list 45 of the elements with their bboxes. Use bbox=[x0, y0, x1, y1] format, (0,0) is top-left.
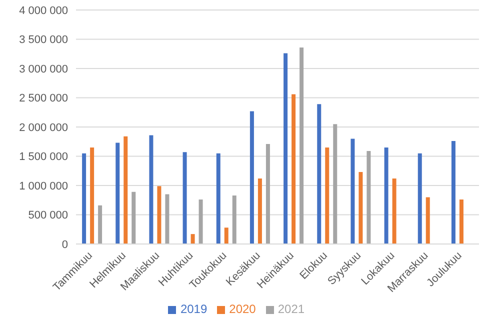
bar bbox=[98, 205, 102, 244]
y-tick-label: 500 000 bbox=[28, 210, 68, 222]
y-tick-label: 1 000 000 bbox=[19, 180, 68, 192]
bar bbox=[82, 153, 86, 244]
bar bbox=[132, 192, 136, 244]
bar bbox=[149, 135, 154, 244]
bar bbox=[198, 200, 203, 244]
bar bbox=[392, 178, 396, 244]
y-tick-label: 0 bbox=[62, 238, 68, 251]
y-tick-label: 4 000 000 bbox=[19, 4, 68, 17]
y-tick-label: 2 500 000 bbox=[19, 92, 68, 105]
y-tick-label: 3 000 000 bbox=[19, 63, 68, 76]
y-tick-label: 1 500 000 bbox=[19, 151, 68, 164]
bar bbox=[459, 200, 464, 244]
bar bbox=[250, 111, 254, 244]
bar bbox=[190, 234, 195, 244]
legend-label: 2021 bbox=[278, 302, 305, 316]
bar bbox=[333, 124, 338, 244]
bar bbox=[182, 152, 187, 244]
bar bbox=[358, 172, 363, 244]
y-tick-label: 3 500 000 bbox=[19, 34, 68, 46]
bar bbox=[90, 147, 94, 244]
bar bbox=[325, 147, 330, 244]
y-tick-label: 2 000 000 bbox=[19, 122, 68, 134]
legend-label: 2020 bbox=[229, 302, 256, 316]
bar bbox=[317, 104, 322, 244]
bar bbox=[124, 136, 128, 244]
bar bbox=[300, 47, 304, 244]
bar bbox=[216, 153, 220, 244]
bar bbox=[292, 94, 296, 244]
bar bbox=[116, 142, 120, 244]
bar bbox=[258, 178, 262, 244]
bar bbox=[451, 141, 456, 244]
bar bbox=[266, 144, 270, 244]
bar bbox=[366, 150, 371, 244]
bar bbox=[232, 195, 236, 244]
bar bbox=[165, 194, 170, 244]
legend-label: 2019 bbox=[180, 302, 208, 316]
bar bbox=[350, 138, 355, 244]
bar bbox=[426, 197, 430, 244]
bar bbox=[284, 53, 288, 244]
bar bbox=[157, 186, 162, 244]
bar bbox=[384, 147, 388, 244]
bar bbox=[224, 228, 228, 244]
bar bbox=[418, 153, 422, 244]
